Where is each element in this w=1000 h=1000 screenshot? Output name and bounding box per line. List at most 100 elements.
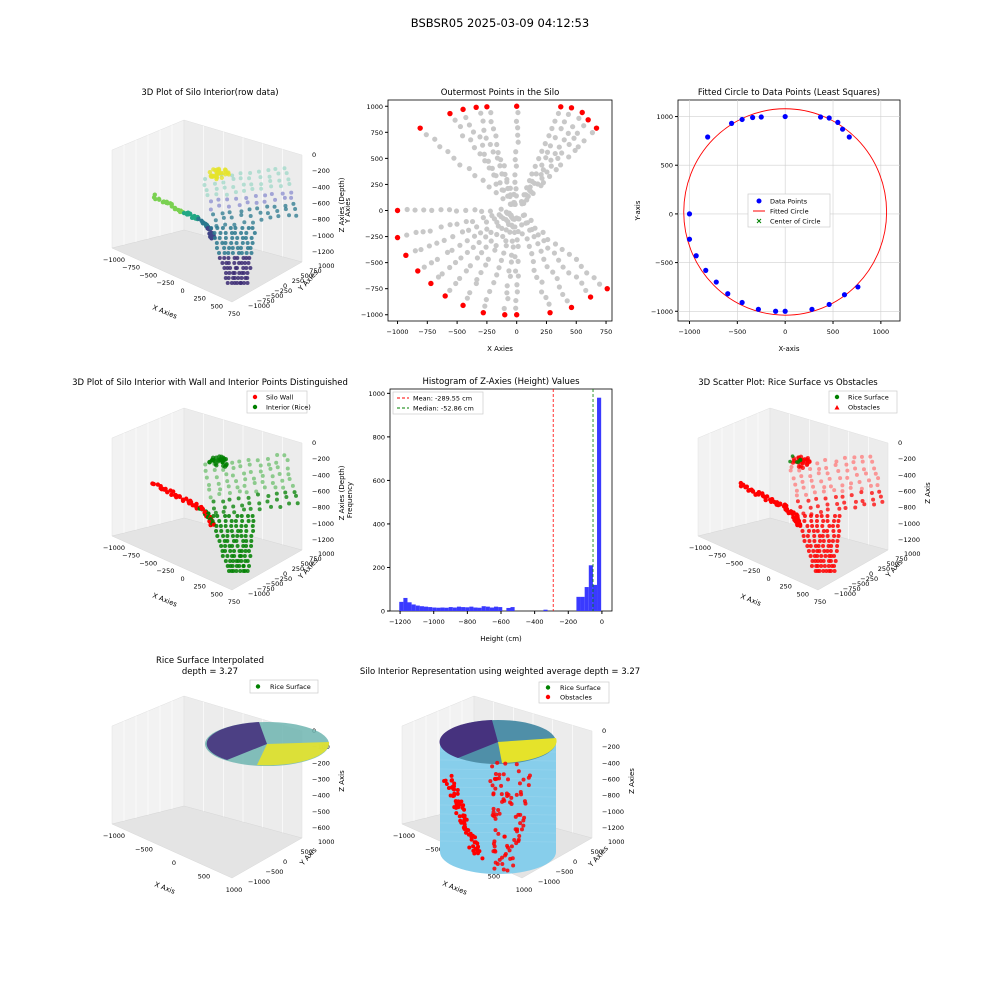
interior-point <box>285 458 290 463</box>
obstacle-point <box>835 544 840 548</box>
obstacle-point <box>826 564 831 568</box>
wall-point <box>184 496 189 501</box>
obstacle-point <box>800 529 805 533</box>
interior-point <box>565 130 571 136</box>
interior-point <box>476 239 482 246</box>
obstacle-point <box>820 524 825 528</box>
interior-point <box>259 182 264 187</box>
interior-point <box>561 119 568 125</box>
obstacle-point <box>824 466 829 471</box>
interior-point <box>215 534 220 538</box>
interior-point <box>487 208 493 214</box>
interior-point <box>245 281 250 285</box>
interior-point <box>512 179 518 185</box>
interior-point <box>570 124 576 130</box>
legend-label: Center of Circle <box>770 218 821 226</box>
y-tick-label: 250 <box>292 277 304 285</box>
interior-point <box>519 231 525 237</box>
interior-point <box>483 262 489 268</box>
interior-point <box>542 141 548 147</box>
obstacle-point <box>462 807 467 812</box>
interior-point <box>445 148 451 155</box>
interior-point <box>512 157 518 163</box>
outer-point <box>417 125 423 131</box>
hist-bar <box>576 596 581 611</box>
interior-point <box>245 569 250 573</box>
y-axis-label: Y-axis <box>634 200 642 221</box>
obstacle-point <box>837 506 842 511</box>
interior-point <box>463 207 469 213</box>
obstacle-point <box>809 519 814 523</box>
interior-point <box>246 519 251 523</box>
obstacle-point <box>821 569 826 573</box>
hist-bar <box>473 607 478 611</box>
interior-point <box>498 257 504 263</box>
obstacle-point <box>861 467 866 472</box>
y-tick-label: 0 <box>283 858 287 866</box>
z-tick-label: −600 <box>312 824 330 832</box>
interior-point <box>463 268 469 274</box>
interior-point <box>226 261 231 265</box>
interior-point <box>225 479 230 484</box>
y-tick-label: 500 <box>661 162 673 170</box>
interior-point <box>499 225 505 231</box>
interior-point <box>287 501 292 506</box>
x-axis-label: Height (cm) <box>480 635 522 643</box>
y-tick-label: −500 <box>266 580 284 588</box>
interior-point <box>244 266 249 270</box>
y-axis-label: Y Axies <box>344 197 352 224</box>
obstacle-point <box>814 514 819 518</box>
y-tick-label: 400 <box>373 520 385 528</box>
interior-point <box>241 544 246 548</box>
outer-point <box>585 117 591 123</box>
interior-point <box>225 539 230 543</box>
obstacle-point <box>866 478 871 483</box>
interior-point <box>270 481 275 486</box>
interior-point <box>227 490 232 495</box>
interior-point <box>241 266 246 270</box>
outer-point <box>568 105 575 111</box>
interior-point <box>437 144 443 150</box>
obstacle-point <box>505 868 510 873</box>
interior-point <box>596 281 603 287</box>
interior-point <box>245 200 250 205</box>
interior-point <box>235 514 240 518</box>
interior-point <box>230 564 235 568</box>
obstacle-point <box>494 812 499 817</box>
interior-point <box>532 225 538 231</box>
y-tick-label: −250 <box>365 233 383 241</box>
surface-point <box>222 167 228 172</box>
interior-point <box>485 158 491 164</box>
interior-point <box>546 173 553 179</box>
wall-point <box>169 492 174 498</box>
interior-point <box>545 245 551 251</box>
interior-point <box>248 214 253 219</box>
obstacle-point <box>815 461 820 466</box>
interior-point <box>227 246 232 250</box>
x-axis-label: X-axis <box>779 345 800 353</box>
interior-point <box>512 268 519 274</box>
outer-point <box>415 268 421 274</box>
interior-point <box>275 209 280 214</box>
obstacle-point <box>821 559 826 563</box>
wall-point <box>163 486 168 492</box>
interior-point <box>294 213 299 218</box>
interior-point <box>243 524 248 528</box>
y-tick-label: 1000 <box>608 838 625 846</box>
interior-point <box>538 248 544 254</box>
interior-point <box>284 171 289 176</box>
interior-point <box>233 226 238 230</box>
obstacle-point <box>825 514 830 518</box>
obstacle-point <box>497 772 502 777</box>
interior-point <box>536 156 542 162</box>
interior-point <box>277 472 282 477</box>
interior-point <box>214 524 219 528</box>
obstacle-point <box>512 838 517 843</box>
obstacle-point <box>521 818 526 823</box>
interior-point <box>477 151 483 157</box>
obstacle-point <box>852 455 857 460</box>
wall-point <box>165 489 170 495</box>
obstacle-point <box>849 481 854 486</box>
obstacle-point <box>806 498 811 503</box>
